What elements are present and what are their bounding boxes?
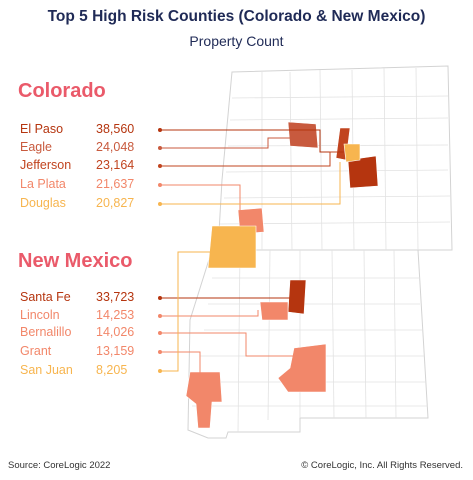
leader-eagle	[160, 137, 290, 149]
map-title: Top 5 High Risk Counties (Colorado & New…	[47, 8, 426, 25]
county-name: Jefferson	[20, 158, 72, 172]
leader-lines	[160, 129, 344, 374]
county-value: 21,637	[96, 177, 135, 191]
county-santa-fe	[287, 279, 307, 315]
leader-douglas	[160, 162, 341, 205]
county-value: 23,164	[96, 158, 135, 172]
county-value: 14,026	[96, 325, 135, 339]
copyright-note: © CoreLogic, Inc. All Rights Reserved.	[301, 460, 463, 471]
leader-san-juan	[160, 251, 212, 372]
highlighted-counties	[185, 121, 379, 429]
county-name: Santa Fe	[20, 290, 71, 304]
county-eagle	[287, 121, 319, 149]
leader-dots	[158, 128, 162, 373]
county-grant	[185, 371, 223, 429]
county-row-santa-fe: Santa Fe 33,723	[20, 290, 170, 306]
county-row-grant: Grant 13,159	[20, 344, 170, 360]
map-subtitle: Property Count	[189, 33, 284, 49]
county-row-douglas: Douglas 20,827	[20, 196, 170, 212]
county-value: 38,560	[96, 122, 135, 136]
dot-grant	[158, 350, 162, 354]
county-name: Douglas	[20, 196, 66, 210]
leader-la-plata	[160, 184, 241, 222]
county-row-bernalillo: Bernalillo 14,026	[20, 325, 170, 341]
dot-jefferson	[158, 164, 162, 168]
source-note: Source: CoreLogic 2022	[8, 460, 111, 471]
dot-santa-fe	[158, 296, 162, 300]
new-mexico-heading: New Mexico	[18, 250, 133, 272]
county-row-jefferson: Jefferson 23,164	[20, 158, 170, 174]
leader-grant	[160, 351, 201, 374]
county-san-juan	[207, 225, 257, 269]
county-name: El Paso	[20, 122, 64, 136]
dot-douglas	[158, 202, 162, 206]
county-value: 8,205	[96, 363, 128, 377]
dot-lincoln	[158, 314, 162, 318]
county-name: Bernalillo	[20, 325, 72, 339]
county-value: 33,723	[96, 290, 135, 304]
colorado-heading: Colorado	[18, 80, 106, 102]
dot-bernalillo	[158, 331, 162, 335]
dot-la-plata	[158, 183, 162, 187]
county-row-eagle: Eagle 24,048	[20, 140, 170, 156]
county-row-san-juan: San Juan 8,205	[20, 363, 170, 379]
leader-bernalillo	[160, 332, 294, 357]
county-row-el-paso: El Paso 38,560	[20, 122, 170, 138]
county-value: 20,827	[96, 196, 135, 210]
county-row-la-plata: La Plata 21,637	[20, 177, 170, 193]
leader-lincoln	[160, 310, 259, 317]
dot-eagle	[158, 146, 162, 150]
dot-el-paso	[158, 128, 162, 132]
dot-san-juan	[158, 369, 162, 373]
county-name: San Juan	[20, 363, 73, 377]
county-name: La Plata	[20, 177, 66, 191]
county-name: Grant	[20, 344, 52, 358]
county-value: 13,159	[96, 344, 135, 358]
county-lincoln	[277, 343, 327, 393]
county-name: Lincoln	[20, 308, 60, 322]
county-value: 14,253	[96, 308, 135, 322]
county-el-paso	[347, 155, 379, 189]
county-douglas	[343, 143, 361, 163]
leader-jefferson	[160, 151, 338, 167]
county-bernalillo	[259, 301, 289, 321]
county-value: 24,048	[96, 140, 135, 154]
county-name: Eagle	[20, 140, 52, 154]
county-row-lincoln: Lincoln 14,253	[20, 308, 170, 324]
